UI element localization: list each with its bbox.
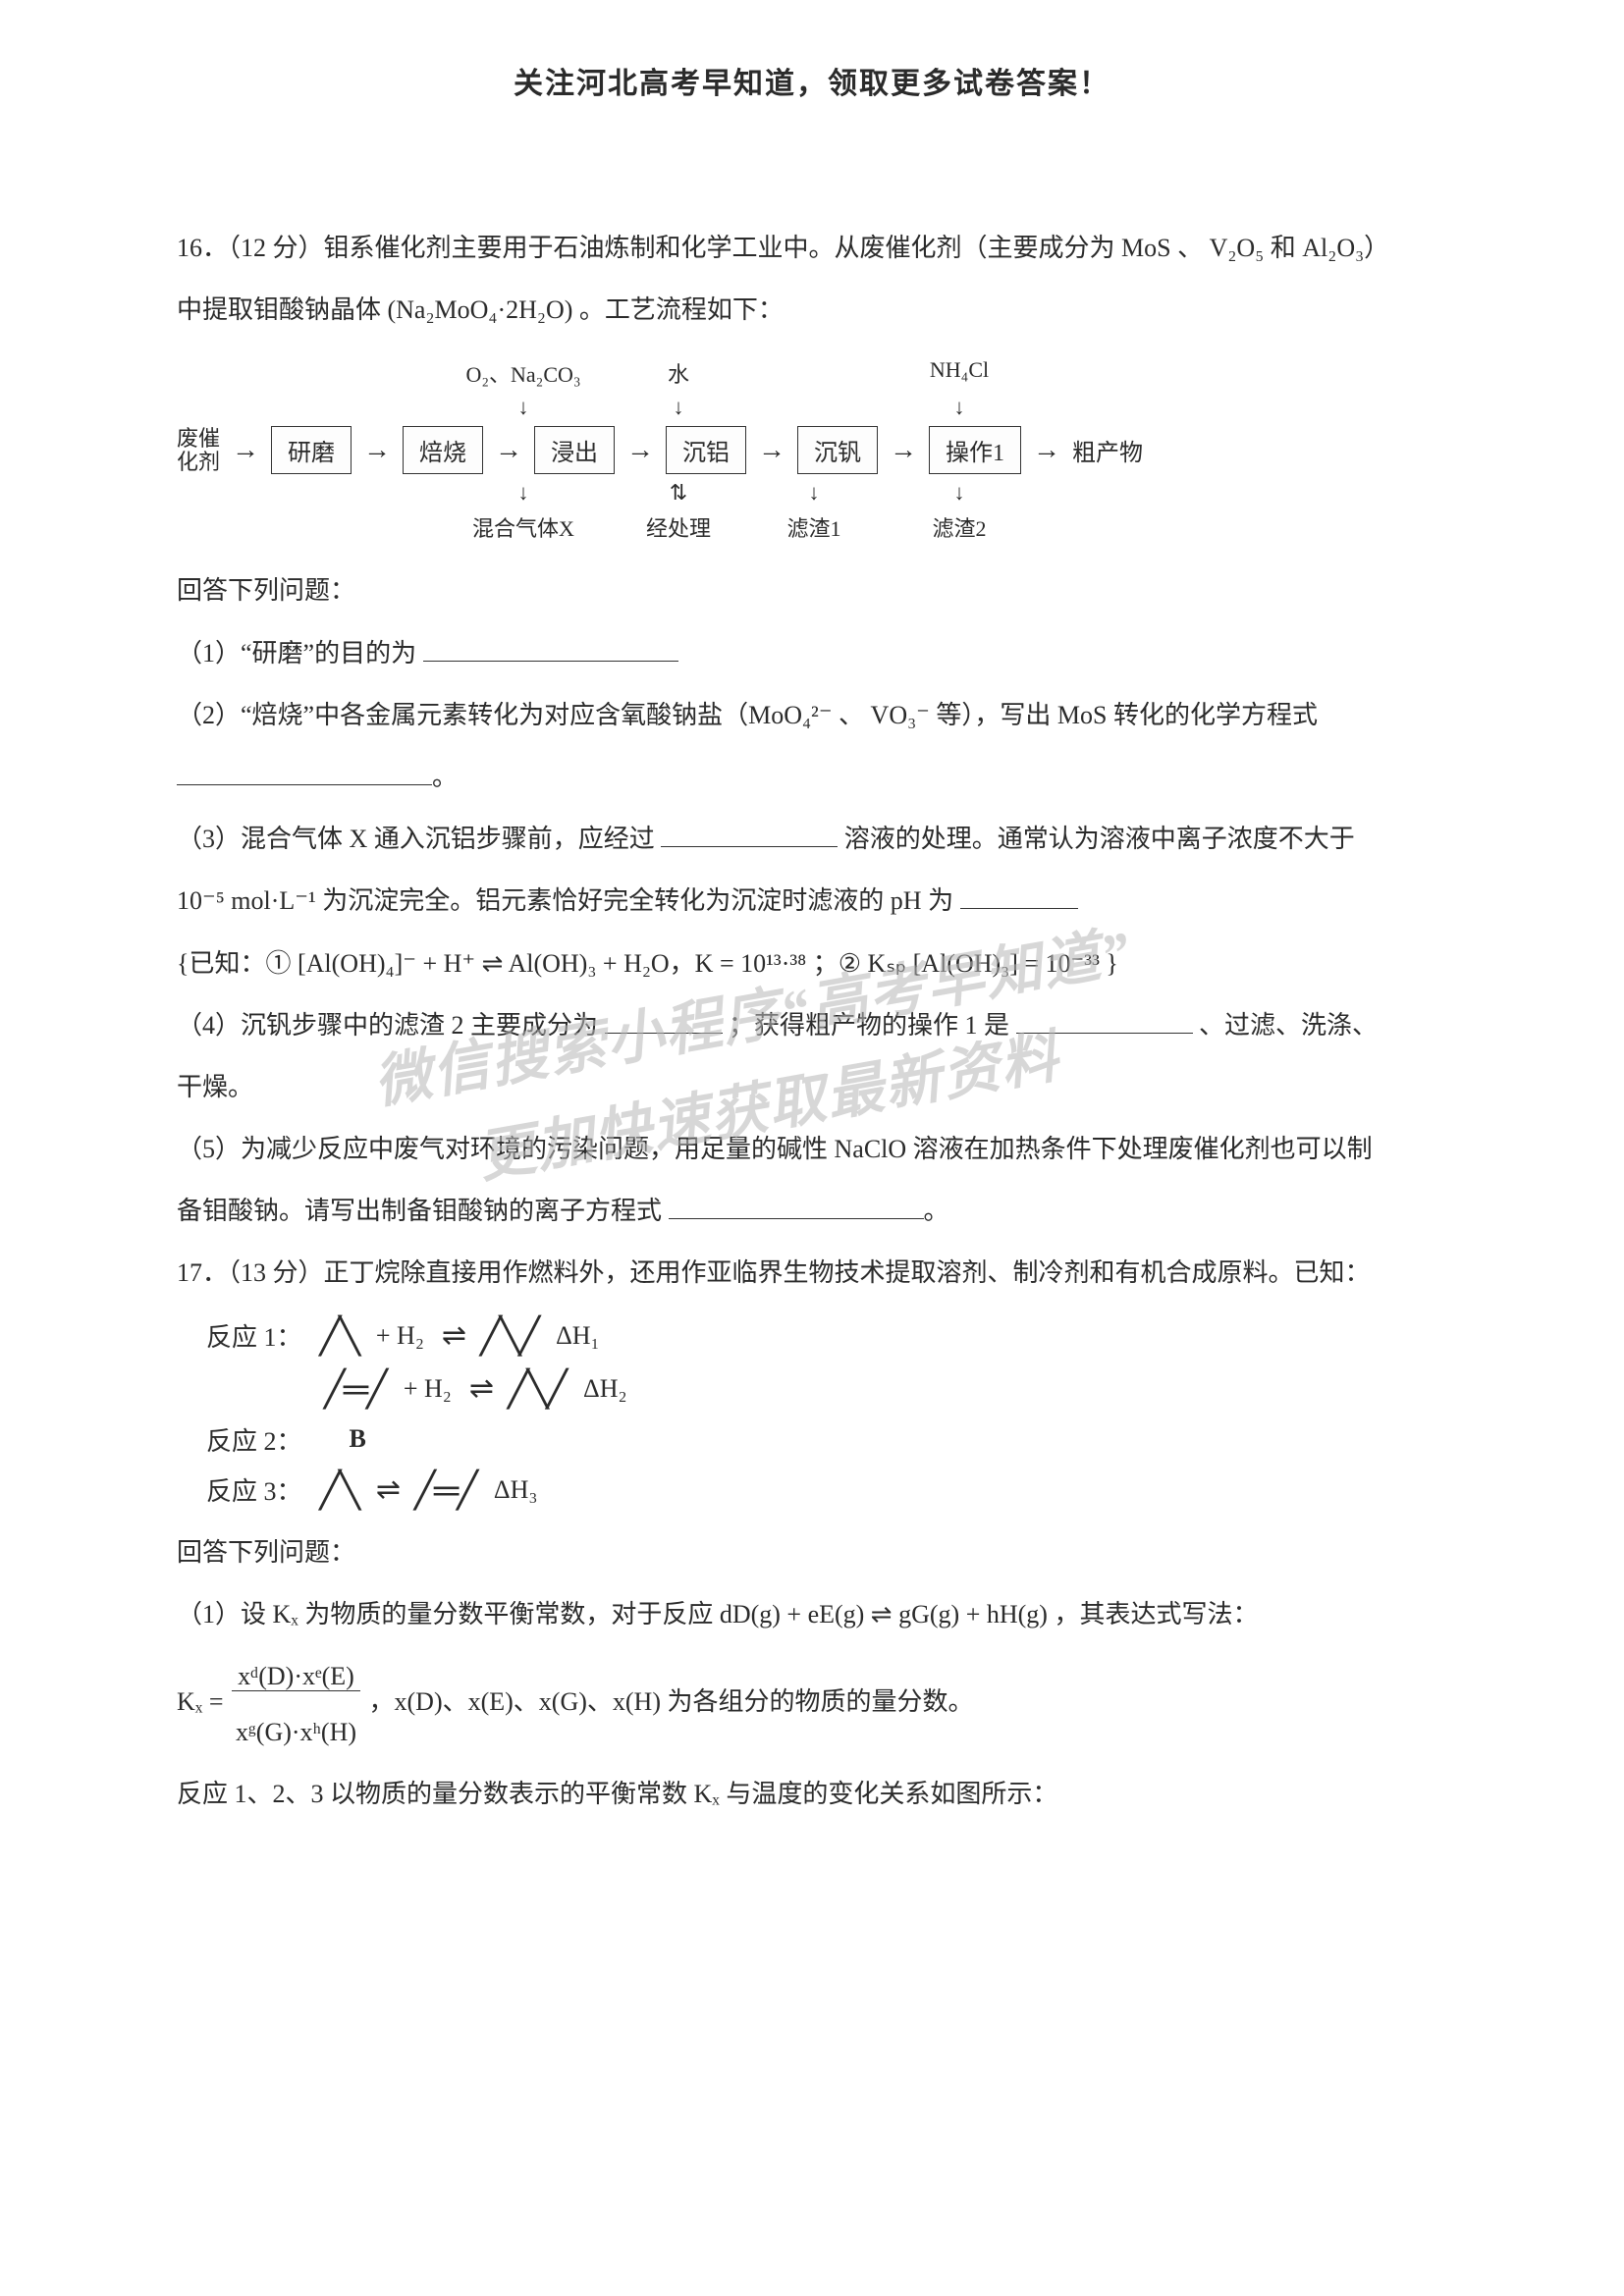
q17-kx-num: xᵈ(D)·xᵉ(E) bbox=[232, 1662, 360, 1691]
q16-p2: （2）“焙烧”中各金属元素转化为对应含氧酸钠盐（MoO₄²⁻ 、 VO₃⁻ 等）… bbox=[177, 687, 1447, 743]
flow-output-label: 粗产物 bbox=[1072, 433, 1143, 467]
q17-r2-label: 反应 2： bbox=[206, 1421, 302, 1458]
q16-p4a-text: （4）沉钒步骤中的滤渣 2 主要成分为 bbox=[177, 1011, 598, 1040]
flow-input-label: 废催 化剂 bbox=[177, 427, 220, 474]
flow-box-1: 研磨 bbox=[271, 426, 352, 474]
q17-r3-dh: ΔH₃ bbox=[494, 1475, 538, 1505]
flow-arrow-5: → bbox=[886, 435, 921, 466]
q16-p3a-blank bbox=[661, 819, 838, 848]
q17-r3-right: ╱═╱ bbox=[414, 1469, 476, 1511]
q17-answer-heading: 回答下列问题： bbox=[177, 1524, 1447, 1580]
q16-p2-blank-row: 。 bbox=[177, 749, 1447, 805]
q16-p5b: 备钼酸钠。请写出制备钼酸钠的离子方程式 。 bbox=[177, 1183, 1447, 1239]
q17-r1-arrow: ⇌ bbox=[442, 1318, 462, 1353]
q17-kx-den: xᵍ(G)·xʰ(H) bbox=[230, 1718, 362, 1746]
page-header: 关注河北高考早知道，领取更多试卷答案！ bbox=[177, 59, 1447, 102]
q17-kx-tail: ，x(D)、x(E)、x(G)、x(H) 为各组分的物质的量分数。 bbox=[369, 1687, 974, 1716]
exam-page: 关注河北高考早知道，领取更多试卷答案！ 微信搜索小程序“高考早知道” 更加快速获… bbox=[0, 0, 1624, 2296]
q16-p1-text: （1）“研磨”的目的为 bbox=[177, 639, 416, 667]
q16-p1: （1）“研磨”的目的为 bbox=[177, 625, 1447, 681]
q17-r1-right: ╱╲╱ bbox=[480, 1315, 538, 1357]
q17-r2-left: ╱═╱ bbox=[324, 1368, 386, 1410]
q17-r2-plus: + H₂ bbox=[404, 1374, 452, 1404]
q16-p4-blank2 bbox=[1016, 1004, 1193, 1034]
flow-main-row: 废催 化剂 → 研磨 → 焙烧 → 浸出 → 沉铝 → 沉钒 → 操作1 → 粗… bbox=[177, 426, 1447, 474]
flow-top-in-2: 水 bbox=[615, 357, 742, 389]
q17-r1: 反应 1： ╱╲ + H₂ ⇌ ╱╲╱ ΔH₁ bbox=[206, 1315, 1447, 1357]
q17-r3-left: ╱╲ bbox=[320, 1469, 358, 1511]
q16-p3c-text: 10⁻⁵ mol·L⁻¹ 为沉淀完全。铝元素恰好完全转化为沉淀时滤液的 pH 为 bbox=[177, 886, 953, 915]
flow-box-5: 沉钒 bbox=[797, 426, 878, 474]
flow-top-in-3 bbox=[750, 357, 878, 389]
q16-p4: （4）沉钒步骤中的滤渣 2 主要成分为 ；获得粗产物的操作 1 是 、过滤、洗涤… bbox=[177, 997, 1447, 1053]
flow-bot-2: 经处理 bbox=[615, 511, 742, 543]
flow-box-6: 操作1 bbox=[929, 426, 1021, 474]
flow-arrow-6: → bbox=[1029, 435, 1064, 466]
flow-arrow-0: → bbox=[228, 435, 263, 466]
flow-box-2: 焙烧 bbox=[403, 426, 483, 474]
flow-top-inputs: O₂、Na₂CO₃ 水 NH₄Cl bbox=[344, 357, 1447, 389]
q16-answer-heading: 回答下列问题： bbox=[177, 562, 1447, 618]
q17-r3-arrow: ⇌ bbox=[376, 1472, 397, 1507]
q16-p3a: （3）混合气体 X 通入沉铝步骤前，应经过 溶液的处理。通常认为溶液中离子浓度不… bbox=[177, 811, 1447, 867]
q17-r2-label-row: 反应 2： B bbox=[206, 1421, 1447, 1458]
q16-p3c-blank bbox=[960, 881, 1078, 910]
q17-r2-right: ╱╲╱ bbox=[508, 1368, 566, 1410]
q17-r1-plus: + H₂ bbox=[376, 1321, 424, 1351]
flow-arrow-1: → bbox=[359, 435, 395, 466]
flow-top-arrows: ↓ ↓ ↓ bbox=[344, 395, 1447, 420]
q17-r1-left: ╱╲ bbox=[320, 1315, 358, 1357]
q16-p1-blank bbox=[423, 632, 678, 662]
q17-r3: 反应 3： ╱╲ ⇌ ╱═╱ ΔH₃ bbox=[206, 1469, 1447, 1511]
q16-p4-blank1 bbox=[605, 1004, 723, 1034]
q16-p5-blank bbox=[669, 1191, 924, 1220]
q16-flowchart: O₂、Na₂CO₃ 水 NH₄Cl ↓ ↓ ↓ 废催 化剂 → 研磨 → 焙烧 … bbox=[177, 357, 1447, 543]
q17-r2-dh: ΔH₂ bbox=[583, 1374, 627, 1404]
q16-p3a-text: （3）混合气体 X 通入沉铝步骤前，应经过 bbox=[177, 825, 655, 853]
q17-kx-left: Kₓ = bbox=[177, 1687, 223, 1716]
q16-p3b-text: 溶液的处理。通常认为溶液中离子浓度不大于 bbox=[844, 825, 1355, 853]
q16-lead-1: 16．（12 分）钼系催化剂主要用于石油炼制和化学工业中。从废催化剂（主要成分为… bbox=[177, 220, 1447, 276]
q17-reactions: 反应 1： ╱╲ + H₂ ⇌ ╱╲╱ ΔH₁ ╱═╱ + H₂ ⇌ ╱╲╱ Δ… bbox=[206, 1315, 1447, 1511]
flow-bot-1: 混合气体X bbox=[440, 511, 607, 543]
q16-p3d: {已知：① [Al(OH)₄]⁻ + H⁺ ⇌ Al(OH)₃ + H₂O，K … bbox=[177, 935, 1447, 991]
q17-r1-label: 反应 1： bbox=[206, 1317, 302, 1354]
q17-lead: 17．（13 分）正丁烷除直接用作燃料外，还用作亚临界生物技术提取溶剂、制冷剂和… bbox=[177, 1245, 1447, 1301]
q16-p5b-text: 备钼酸钠。请写出制备钼酸钠的离子方程式 bbox=[177, 1197, 662, 1225]
q17-p1b: 反应 1、2、3 以物质的量分数表示的平衡常数 Kₓ 与温度的变化关系如图所示： bbox=[177, 1766, 1447, 1822]
flow-box-3: 浸出 bbox=[534, 426, 615, 474]
q16-p4b-text: ；获得粗产物的操作 1 是 bbox=[729, 1011, 1009, 1040]
q16-p4d: 干燥。 bbox=[177, 1059, 1447, 1115]
q17-r2-arrow: ⇌ bbox=[469, 1371, 490, 1406]
q16-p2-text: （2）“焙烧”中各金属元素转化为对应含氧酸钠盐（MoO₄²⁻ 、 VO₃⁻ 等）… bbox=[177, 701, 1318, 729]
q16-p4c-text: 、过滤、洗涤、 bbox=[1199, 1011, 1378, 1040]
flow-bottom-arrows: ↓ ⇅ ↓ ↓ bbox=[344, 480, 1447, 506]
q17-r2-b: B bbox=[350, 1424, 366, 1454]
flow-arrow-4: → bbox=[754, 435, 789, 466]
flow-arrow-3: → bbox=[623, 435, 658, 466]
flow-bot-4: 滤渣2 bbox=[886, 511, 1033, 543]
flow-arrow-2: → bbox=[491, 435, 526, 466]
q17-kx-frac: xᵈ(D)·xᵉ(E) xᵍ(G)·xʰ(H) bbox=[230, 1648, 362, 1760]
flow-box-4: 沉铝 bbox=[666, 426, 746, 474]
q16-lead-2: 中提取钼酸钠晶体 (Na₂MoO₄·2H₂O) 。工艺流程如下： bbox=[177, 282, 1447, 338]
q16-p2-blank bbox=[177, 756, 432, 785]
q17-r1-dh: ΔH₁ bbox=[556, 1321, 600, 1351]
q17-p1a: （1）设 Kₓ 为物质的量分数平衡常数，对于反应 dD(g) + eE(g) ⇌… bbox=[177, 1586, 1447, 1642]
q17-r2: ╱═╱ + H₂ ⇌ ╱╲╱ ΔH₂ bbox=[324, 1368, 1447, 1410]
q17-r3-label: 反应 3： bbox=[206, 1471, 302, 1508]
flow-top-in-4: NH₄Cl bbox=[886, 357, 1033, 389]
q16-p3c: 10⁻⁵ mol·L⁻¹ 为沉淀完全。铝元素恰好完全转化为沉淀时滤液的 pH 为 bbox=[177, 873, 1447, 929]
flow-bot-3: 滤渣1 bbox=[750, 511, 878, 543]
q17-kx: Kₓ = xᵈ(D)·xᵉ(E) xᵍ(G)·xʰ(H) ，x(D)、x(E)、… bbox=[177, 1648, 1447, 1760]
q16-p5a: （5）为减少反应中废气对环境的污染问题，用足量的碱性 NaClO 溶液在加热条件… bbox=[177, 1121, 1447, 1177]
flow-top-in-1: O₂、Na₂CO₃ bbox=[440, 357, 607, 389]
flow-bottom-outputs: 混合气体X 经处理 滤渣1 滤渣2 bbox=[344, 511, 1447, 543]
